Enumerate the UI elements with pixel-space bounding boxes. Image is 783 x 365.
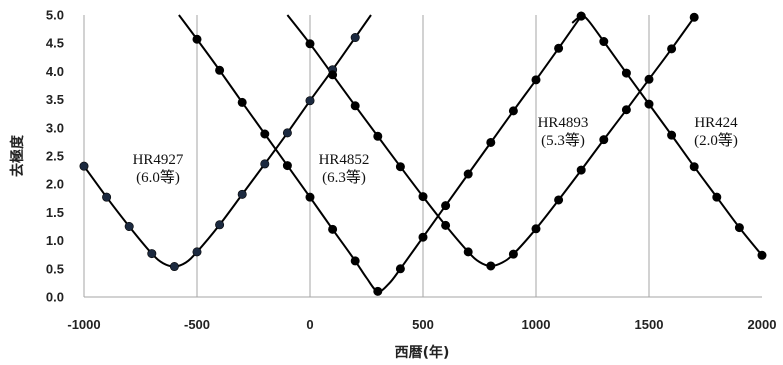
data-point-hr424 (757, 250, 767, 260)
data-point-hr4893 (599, 135, 609, 145)
data-point-hr4893 (531, 224, 541, 234)
data-point-hr4893 (305, 39, 315, 49)
data-point-hr4852 (395, 264, 405, 274)
data-point-hr424 (712, 192, 722, 202)
data-point-hr4893 (373, 131, 383, 141)
data-point-hr424 (576, 11, 586, 21)
x-tick-label: 1000 (522, 317, 551, 332)
data-point-hr4893 (418, 192, 428, 202)
data-point-hr4893 (689, 12, 699, 22)
data-point-hr4852 (508, 106, 518, 116)
data-point-hr4852 (441, 201, 451, 211)
y-tick-label: 2.0 (46, 177, 64, 192)
data-point-hr4852 (282, 161, 292, 171)
series-label-hr424: HR424 (694, 115, 738, 131)
series-line-hr4852 (178, 14, 583, 293)
series-label-hr4893: (5.3等) (541, 131, 585, 149)
data-point-hr4852 (215, 65, 225, 75)
data-point-hr4927 (305, 96, 315, 106)
x-tick-label: -1000 (67, 317, 100, 332)
data-point-hr4852 (486, 137, 496, 147)
data-point-hr424 (599, 37, 609, 47)
data-point-hr4893 (395, 162, 405, 172)
data-point-hr4927 (260, 159, 270, 169)
x-tick-label: 2000 (748, 317, 777, 332)
data-point-hr424 (689, 162, 699, 172)
y-tick-label: 0.5 (46, 261, 64, 276)
series-label-hr4893: HR4893 (538, 115, 589, 131)
data-point-hr4893 (644, 74, 654, 84)
data-point-hr4852 (554, 43, 564, 53)
data-point-hr4927 (124, 222, 134, 232)
y-tick-label: 3.5 (46, 92, 64, 107)
data-point-hr4852 (237, 97, 247, 107)
data-point-hr4852 (350, 256, 360, 266)
data-point-hr424 (621, 68, 631, 78)
data-point-hr4927 (102, 192, 112, 202)
series-label-hr424: (2.0等) (694, 131, 738, 149)
data-point-hr4852 (373, 286, 383, 296)
data-point-hr4893 (486, 261, 496, 271)
series-label-hr4852: (6.3等) (322, 168, 366, 186)
data-point-hr4927 (192, 247, 202, 257)
y-tick-label: 2.5 (46, 149, 64, 164)
data-point-hr4893 (328, 70, 338, 80)
data-point-hr4852 (531, 75, 541, 85)
data-point-hr4927 (169, 262, 179, 272)
y-axis-title: 去極度 (9, 134, 26, 177)
data-point-hr4927 (147, 249, 157, 259)
series-label-hr4927: HR4927 (133, 152, 184, 168)
x-tick-label: 1500 (635, 317, 664, 332)
data-point-hr4893 (576, 165, 586, 175)
x-tick-labels: -1000 -500 0 500 1000 1500 2000 (67, 317, 776, 332)
axis-layer (83, 15, 762, 298)
point-layer (79, 11, 767, 296)
data-point-hr424 (667, 130, 677, 140)
y-tick-label: 4.0 (46, 64, 64, 79)
y-tick-label: 1.0 (46, 233, 64, 248)
y-tick-label: 5.0 (46, 8, 64, 23)
series-label-hr4927: (6.0等) (136, 168, 180, 186)
y-tick-label: 3.0 (46, 120, 64, 135)
grid-layer (196, 15, 650, 297)
data-point-hr4852 (418, 232, 428, 242)
data-point-hr4927 (79, 161, 89, 171)
data-point-hr4893 (441, 220, 451, 230)
series-line-hr4927 (84, 14, 372, 268)
x-tick-label: 0 (306, 317, 313, 332)
data-point-hr4893 (667, 44, 677, 54)
x-tick-label: -500 (184, 317, 210, 332)
series-labels: HR4927(6.0等) HR4852(6.3等) HR4893(5.3等) HR42… (133, 115, 739, 186)
x-tick-label: 500 (412, 317, 434, 332)
y-tick-label: 4.5 (46, 36, 64, 51)
x-axis-title: 西暦(年) (395, 344, 450, 361)
y-tick-label: 1.5 (46, 205, 64, 220)
data-point-hr4927 (215, 220, 225, 230)
data-point-hr4893 (508, 249, 518, 259)
data-point-hr4852 (328, 224, 338, 234)
data-point-hr4852 (463, 169, 473, 179)
data-point-hr424 (734, 223, 744, 233)
data-point-hr4852 (260, 129, 270, 139)
data-point-hr4893 (621, 105, 631, 115)
data-point-hr4893 (350, 101, 360, 111)
data-point-hr4927 (237, 189, 247, 199)
y-tick-label: 0.0 (46, 290, 64, 305)
y-tick-labels: 0.0 0.5 1.0 1.5 2.0 2.5 3.0 3.5 4.0 4.5 5.0 (46, 8, 64, 305)
data-point-hr4852 (305, 192, 315, 202)
data-point-hr4927 (282, 128, 292, 138)
series-label-hr4852: HR4852 (319, 152, 370, 168)
data-point-hr424 (644, 99, 654, 109)
data-point-hr4927 (350, 33, 360, 43)
data-point-hr4893 (554, 195, 564, 205)
data-point-hr4893 (463, 247, 473, 257)
data-point-hr4852 (192, 34, 202, 44)
